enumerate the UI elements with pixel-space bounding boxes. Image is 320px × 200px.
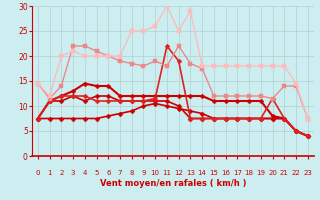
X-axis label: Vent moyen/en rafales ( km/h ): Vent moyen/en rafales ( km/h ) (100, 179, 246, 188)
